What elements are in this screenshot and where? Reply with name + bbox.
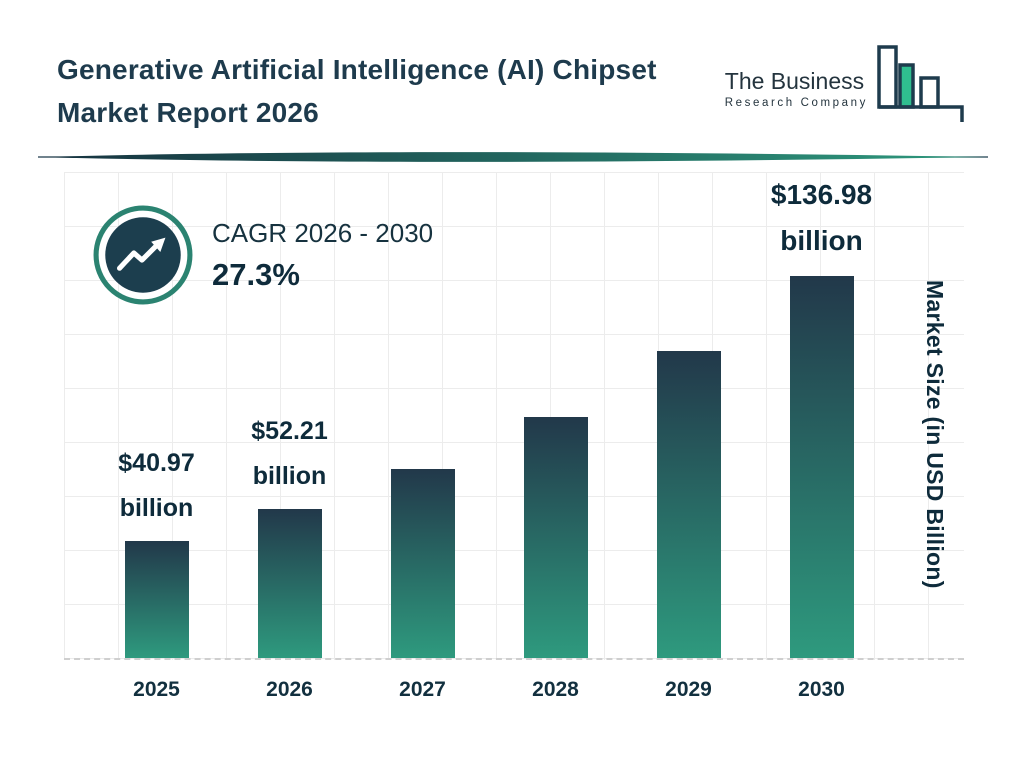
x-axis-label: 2029 (665, 678, 712, 701)
bar-value: $136.98 (770, 179, 873, 210)
bar-value-label: $52.21 billion (251, 409, 327, 499)
bar-cell-2027 (356, 172, 489, 658)
company-logo-text: The Business Research Company (725, 68, 868, 109)
company-name: The Business (724, 68, 865, 94)
bar-chart-logo-icon (877, 45, 964, 122)
plot-area: $40.97 billion $52.21 billion (64, 172, 964, 660)
cagr-badge: CAGR 2026 - 2030 27.3% (92, 204, 433, 306)
page-title-line1: Generative Artificial Intelligence (AI) … (57, 54, 657, 85)
bar-value-label: $40.97 billion (118, 441, 194, 531)
x-axis-label: 2027 (399, 678, 446, 701)
bar (257, 509, 322, 658)
bar-unit: billion (252, 462, 327, 490)
bar-cell-2029 (622, 172, 755, 658)
bar (390, 469, 455, 658)
bar-cell-2026: $52.21 billion (223, 172, 356, 658)
x-axis-label: 2030 (798, 678, 845, 701)
company-subname: Research Company (724, 97, 868, 109)
page-title: Generative Artificial Intelligence (AI) … (57, 48, 657, 135)
trend-up-icon (93, 205, 193, 305)
x-axis-label: 2025 (133, 678, 180, 701)
bar-cell-2025: $40.97 billion (90, 172, 223, 658)
bar-cell-2030: $136.98 billion (755, 172, 888, 658)
bar-value: $40.97 (118, 449, 195, 477)
bar-value: $52.21 (251, 417, 328, 445)
cagr-text: CAGR 2026 - 2030 27.3% (212, 218, 433, 293)
bar-unit: billion (119, 494, 194, 522)
bar (124, 541, 189, 658)
bar-cell-2028 (489, 172, 622, 658)
divider-line (38, 152, 988, 162)
x-axis-labels: 2025 2026 2027 2028 2029 2030 (90, 678, 888, 702)
cagr-value: 27.3% (212, 256, 300, 292)
bar (656, 351, 721, 658)
bar (523, 417, 588, 658)
bar-value-label: $136.98 billion (771, 172, 872, 264)
page-title-line2: Market Report 2026 (57, 97, 319, 129)
y-axis-label: Market Size (in USD Billion) (922, 280, 948, 589)
bar-unit: billion (780, 225, 863, 257)
bars-group: $40.97 billion $52.21 billion (90, 172, 888, 658)
cagr-label: CAGR 2026 - 2030 (212, 217, 434, 248)
bar (789, 276, 854, 658)
x-axis-label: 2028 (532, 678, 579, 701)
x-axis-label: 2026 (266, 678, 313, 701)
company-logo: The Business Research Company (725, 42, 968, 124)
